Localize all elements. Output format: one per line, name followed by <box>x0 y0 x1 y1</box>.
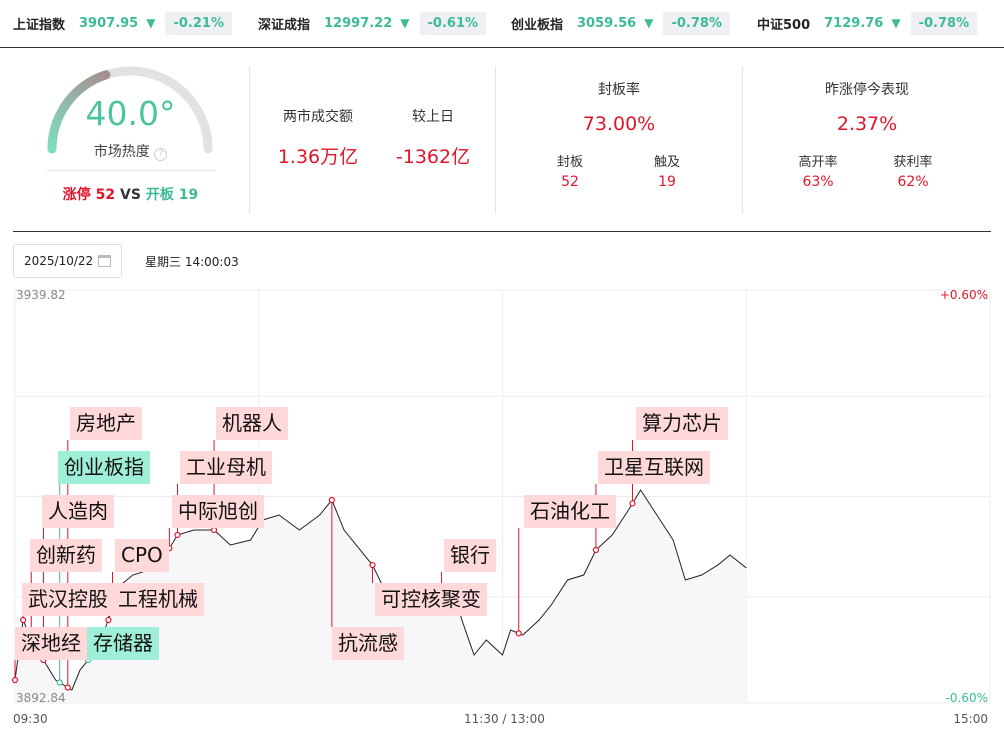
annotation-label[interactable]: 算力芯片 <box>636 407 728 440</box>
annotation-label[interactable]: CPO <box>115 539 169 572</box>
annotation-point <box>105 616 112 624</box>
index-value: 3907.95 <box>79 15 139 31</box>
y-max-label: 3939.82 <box>16 288 66 302</box>
annotation-point <box>629 500 636 507</box>
turnover-compare-value: -1362亿 <box>395 146 471 168</box>
annotation-label[interactable]: 存储器 <box>87 627 159 660</box>
annotation-label[interactable]: 深地经 <box>15 627 87 660</box>
heat-label-text: 市场热度 <box>93 144 150 160</box>
vs-text: VS <box>120 187 141 203</box>
annotation-label[interactable]: 卫星互联网 <box>598 451 710 484</box>
annotation-point <box>56 679 63 686</box>
turnover-value: 1.36万亿 <box>277 146 359 168</box>
annotation-label[interactable]: 可控核聚变 <box>375 583 487 616</box>
touched-value: 19 <box>658 174 676 190</box>
annotation-point <box>64 684 71 691</box>
limit-up-label: 涨停 <box>62 187 91 203</box>
x-start-label: 09:30 <box>13 712 48 726</box>
open-label: 开板 <box>145 187 174 203</box>
seal-rate-title: 封板率 <box>598 82 640 98</box>
date-picker[interactable]: 2025/10/22 <box>13 244 122 278</box>
profit-rate-value: 62% <box>897 174 929 190</box>
annotation-label[interactable]: 房地产 <box>70 407 142 440</box>
annotation-label[interactable]: 机器人 <box>216 407 288 440</box>
down-arrow-icon: ▼ <box>644 16 654 30</box>
down-arrow-icon: ▼ <box>146 16 156 30</box>
annotation-point <box>11 676 19 684</box>
annotation-point <box>210 526 218 534</box>
index-item[interactable]: 上证指数 3907.95 ▼ -0.21% <box>13 11 232 35</box>
heat-gauge <box>47 66 213 154</box>
annotation-point <box>369 561 376 569</box>
heat-value: 40.0° <box>85 94 176 133</box>
open-count: 19 <box>178 187 199 203</box>
sealed-value: 52 <box>561 174 579 190</box>
index-name: 上证指数 <box>13 17 66 33</box>
divider <box>495 66 496 214</box>
touched-label: 触及 <box>653 155 680 170</box>
limit-summary: 涨停 52 VS 开板 19 <box>43 184 218 204</box>
annotation-label[interactable]: 工程机械 <box>112 583 204 616</box>
annotation-point <box>174 531 181 539</box>
index-item[interactable]: 中证500 7129.76 ▼ -0.78% <box>757 11 978 35</box>
annotation-point <box>515 630 522 637</box>
index-value: 12997.22 <box>324 15 393 31</box>
annotation-point <box>20 616 27 624</box>
divider <box>742 66 743 214</box>
index-change-badge: -0.78% <box>663 11 730 35</box>
annotation-label[interactable]: 创新药 <box>30 539 102 572</box>
annotation-label[interactable]: 中际旭创 <box>172 495 264 528</box>
high-open-value: 63% <box>802 174 834 190</box>
limit-up-count: 52 <box>95 187 116 203</box>
yesterday-title: 昨涨停今表现 <box>825 82 909 98</box>
annotation-label[interactable]: 创业板指 <box>58 451 150 484</box>
index-change-badge: -0.61% <box>419 11 487 35</box>
y-max-pct-label: +0.60% <box>939 288 988 302</box>
yesterday-value: 2.37% <box>836 113 898 135</box>
x-end-label: 15:00 <box>953 712 988 726</box>
index-name: 深证成指 <box>258 17 311 33</box>
market-stats-panel: 40.0° 市场热度 ? 涨停 52 VS 开板 19 两市成交额 1.36万亿… <box>13 48 991 232</box>
down-arrow-icon: ▼ <box>891 16 901 30</box>
annotation-label[interactable]: 人造肉 <box>42 495 114 528</box>
index-change-badge: -0.21% <box>165 11 232 35</box>
annotation-point <box>328 496 335 504</box>
annotation-label[interactable]: 石油化工 <box>524 495 616 528</box>
index-change-badge: -0.78% <box>910 11 978 35</box>
index-value: 3059.56 <box>577 15 637 31</box>
annotation-point <box>592 546 600 554</box>
calendar-icon <box>98 255 111 267</box>
high-open-label: 高开率 <box>798 155 838 170</box>
y-min-label: 3892.84 <box>16 691 66 705</box>
chart-svg <box>11 289 991 704</box>
heat-gauge-fill <box>47 70 111 154</box>
seal-rate-value: 73.00% <box>582 113 656 135</box>
y-min-pct-label: -0.60% <box>945 691 988 705</box>
annotation-label[interactable]: 抗流感 <box>332 627 404 660</box>
heat-label: 市场热度 ? <box>43 141 218 161</box>
index-item[interactable]: 创业板指 3059.56 ▼ -0.78% <box>511 11 730 35</box>
turnover-label: 两市成交额 <box>283 109 353 125</box>
annotation-label[interactable]: 工业母机 <box>180 451 272 484</box>
date-value: 2025/10/22 <box>24 254 94 268</box>
annotation-label[interactable]: 银行 <box>444 539 496 572</box>
intraday-chart: 3939.82 3892.84 +0.60% -0.60% 09:30 11:3… <box>0 285 1004 735</box>
divider <box>249 66 250 214</box>
profit-rate-label: 获利率 <box>893 155 933 170</box>
weekday-time: 星期三 14:00:03 <box>145 255 239 269</box>
gauge-divider <box>46 170 216 171</box>
index-value: 7129.76 <box>824 15 884 31</box>
annotation-label[interactable]: 武汉控股 <box>22 583 114 616</box>
turnover-compare-label: 较上日 <box>412 109 454 125</box>
index-ticker-bar: 上证指数 3907.95 ▼ -0.21% 深证成指 12997.22 ▼ -0.61% 创业板… <box>0 0 1004 48</box>
index-name: 创业板指 <box>511 17 564 33</box>
down-arrow-icon: ▼ <box>400 16 410 30</box>
x-mid-label: 11:30 / 13:00 <box>464 712 545 726</box>
index-name: 中证500 <box>757 17 811 33</box>
help-icon[interactable]: ? <box>154 148 168 161</box>
sealed-label: 封板 <box>556 155 583 170</box>
index-item[interactable]: 深证成指 12997.22 ▼ -0.61% <box>258 11 487 35</box>
